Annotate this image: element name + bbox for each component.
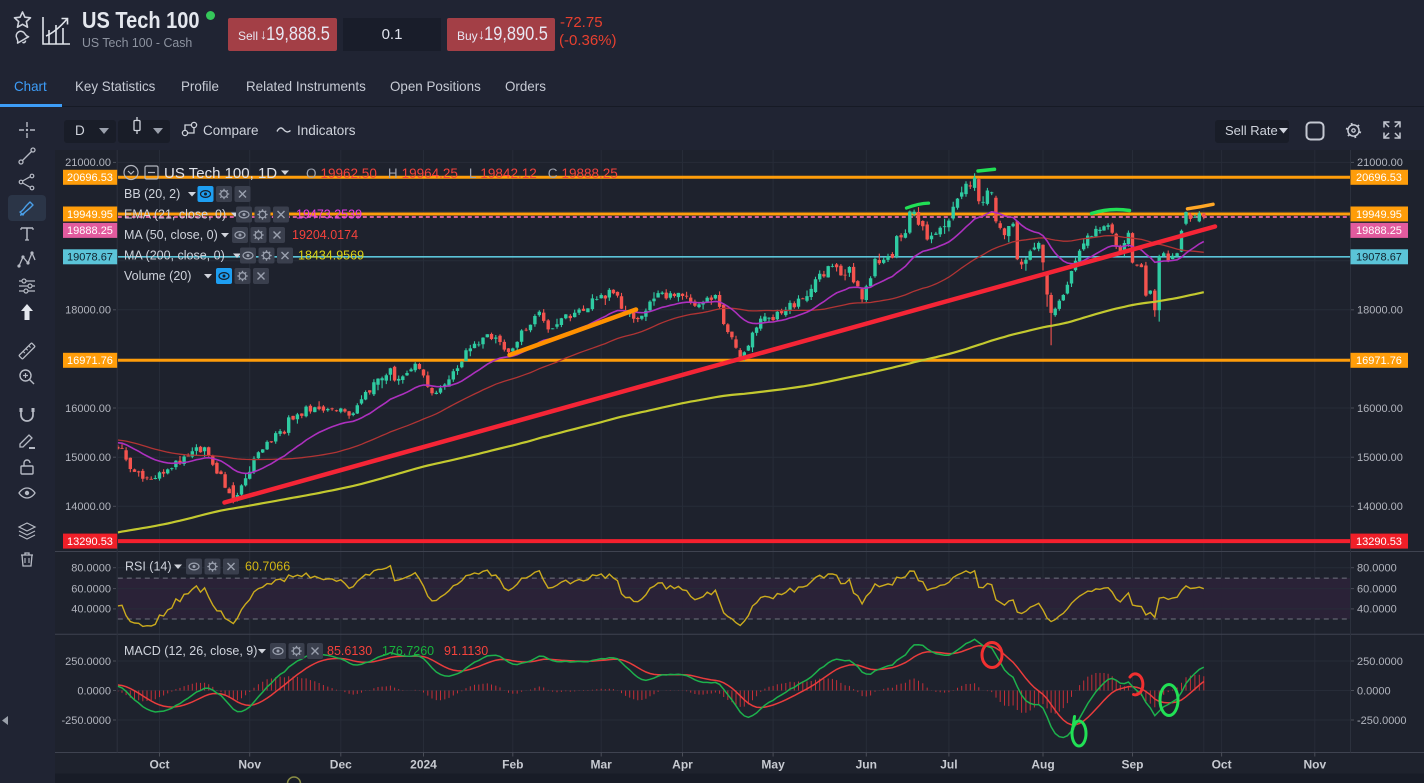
- svg-text:16971.76: 16971.76: [1356, 355, 1402, 367]
- svg-text:20696.53: 20696.53: [67, 172, 113, 184]
- svg-text:21000.00: 21000.00: [1357, 157, 1403, 169]
- svg-text:91.1130: 91.1130: [444, 644, 488, 658]
- svg-text:60.0000: 60.0000: [71, 583, 111, 595]
- svg-text:19888.25: 19888.25: [67, 225, 113, 237]
- svg-text:14000.00: 14000.00: [1357, 501, 1403, 513]
- svg-text:Nov: Nov: [238, 758, 261, 772]
- svg-text:-250.0000: -250.0000: [1357, 715, 1407, 727]
- svg-text:176.7260: 176.7260: [382, 644, 434, 658]
- svg-text:Aug: Aug: [1031, 758, 1054, 772]
- svg-text:2024: 2024: [410, 758, 437, 772]
- svg-text:15000.00: 15000.00: [65, 452, 111, 464]
- svg-text:85.6130: 85.6130: [327, 644, 372, 658]
- svg-text:Nov: Nov: [1303, 758, 1326, 772]
- svg-text:Apr: Apr: [672, 758, 693, 772]
- svg-text:21000.00: 21000.00: [65, 157, 111, 169]
- svg-text:20696.53: 20696.53: [1356, 172, 1402, 184]
- svg-text:19949.95: 19949.95: [67, 209, 113, 221]
- svg-text:18000.00: 18000.00: [65, 305, 111, 317]
- svg-text:0.0000: 0.0000: [1357, 685, 1391, 697]
- svg-text:-250.0000: -250.0000: [61, 715, 111, 727]
- svg-text:16000.00: 16000.00: [65, 403, 111, 415]
- svg-text:14000.00: 14000.00: [65, 501, 111, 513]
- svg-text:18434.9569: 18434.9569: [298, 249, 364, 263]
- svg-text:EMA (21, close, 0): EMA (21, close, 0): [124, 208, 226, 222]
- svg-text:0.0000: 0.0000: [77, 685, 111, 697]
- svg-text:19078.67: 19078.67: [1356, 252, 1402, 264]
- svg-text:Jun: Jun: [856, 758, 877, 772]
- svg-text:MA (50, close, 0): MA (50, close, 0): [124, 228, 218, 242]
- svg-text:19078.67: 19078.67: [67, 252, 113, 264]
- svg-text:60.0000: 60.0000: [1357, 583, 1397, 595]
- svg-text:MACD (12, 26, close, 9): MACD (12, 26, close, 9): [124, 644, 257, 658]
- svg-text:May: May: [761, 758, 785, 772]
- svg-text:15000.00: 15000.00: [1357, 452, 1403, 464]
- svg-text:19949.95: 19949.95: [1356, 209, 1402, 221]
- svg-text:16000.00: 16000.00: [1357, 403, 1403, 415]
- svg-text:BB (20, 2): BB (20, 2): [124, 187, 180, 201]
- svg-text:RSI (14): RSI (14): [125, 560, 172, 574]
- svg-text:Mar: Mar: [591, 758, 613, 772]
- svg-text:16971.76: 16971.76: [67, 355, 113, 367]
- svg-text:Volume (20): Volume (20): [124, 269, 191, 283]
- svg-text:19888.25: 19888.25: [1356, 225, 1402, 237]
- svg-text:US Tech 100, 1D: US Tech 100, 1D: [164, 165, 277, 182]
- svg-text:19473.2539: 19473.2539: [296, 208, 362, 222]
- svg-text:80.0000: 80.0000: [71, 563, 111, 575]
- svg-text:MA (200, close, 0): MA (200, close, 0): [124, 249, 225, 263]
- svg-text:40.0000: 40.0000: [1357, 604, 1397, 616]
- svg-text:13290.53: 13290.53: [1356, 536, 1402, 548]
- svg-text:250.0000: 250.0000: [1357, 656, 1403, 668]
- svg-text:Sep: Sep: [1121, 758, 1143, 772]
- svg-text:Feb: Feb: [502, 758, 523, 772]
- svg-text:Oct: Oct: [1212, 758, 1232, 772]
- svg-text:250.0000: 250.0000: [65, 656, 111, 668]
- svg-text:19204.0174: 19204.0174: [292, 228, 358, 242]
- svg-text:40.0000: 40.0000: [71, 604, 111, 616]
- svg-text:60.7066: 60.7066: [245, 560, 290, 574]
- svg-text:80.0000: 80.0000: [1357, 563, 1397, 575]
- svg-text:Dec: Dec: [330, 758, 352, 772]
- svg-text:Jul: Jul: [940, 758, 957, 772]
- svg-text:13290.53: 13290.53: [67, 536, 113, 548]
- svg-text:18000.00: 18000.00: [1357, 305, 1403, 317]
- svg-text:Oct: Oct: [149, 758, 169, 772]
